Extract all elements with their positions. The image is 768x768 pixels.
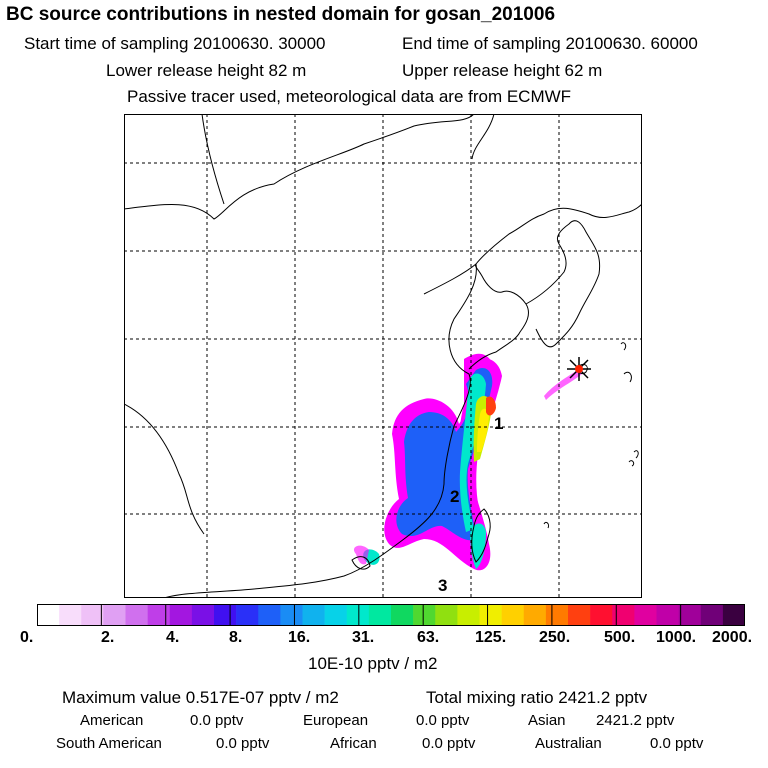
colorbar-tick-label: 63.: [417, 629, 440, 646]
page-title: BC source contributions in nested domain…: [6, 4, 556, 25]
asian-value: 2421.2 pptv: [596, 712, 675, 729]
american-value: 0.0 pptv: [190, 712, 244, 729]
colorbar-swatch: [37, 604, 60, 626]
colorbar-swatch: [435, 604, 458, 626]
colorbar-swatch: [678, 604, 702, 626]
colorbar-tick-label: 125.: [475, 629, 507, 646]
colorbar-swatch: [258, 604, 281, 626]
colorbar-swatch: [391, 604, 414, 626]
european-value: 0.0 pptv: [416, 712, 470, 729]
tracer-note: Passive tracer used, meteorological data…: [127, 87, 572, 106]
colorbar-swatch: [634, 604, 657, 626]
colorbar-swatch: [368, 604, 392, 626]
upper-release-label: Upper release height 62 m: [402, 61, 603, 80]
colorbar-units: 10E-10 pptv / m2: [308, 654, 438, 673]
colorbar-tick-label: 1000.: [656, 629, 697, 646]
colorbar-tick-label: 2000.: [712, 629, 753, 646]
colorbar-border: [37, 604, 745, 626]
star-icon: [567, 357, 591, 381]
colorbar-tick-label: 2.: [101, 629, 115, 646]
colorbar-swatch: [147, 604, 171, 626]
colorbar-swatch: [191, 604, 215, 626]
european-label: European: [303, 712, 369, 729]
footprint-map: 1 2 3: [124, 114, 642, 598]
colorbar-tick-label: 4.: [166, 629, 180, 646]
colorbar-swatch: [590, 604, 613, 626]
asian-label: Asian: [528, 712, 566, 729]
colorbar-tick-label: 0.: [20, 629, 34, 646]
end-time-label: End time of sampling 20100630. 60000: [402, 34, 698, 53]
coastline: [124, 114, 642, 598]
colorbar-swatch: [722, 604, 745, 626]
colorbar-swatch: [236, 604, 259, 626]
color-scale-bar: [37, 604, 745, 626]
colorbar-swatch: [324, 604, 348, 626]
colorbar-tick-label: 250.: [539, 629, 571, 646]
lower-release-label: Lower release height 82 m: [106, 61, 307, 80]
lat-lon-grid: [124, 114, 642, 598]
colorbar-swatch: [523, 604, 547, 626]
colorbar-swatch: [413, 604, 436, 626]
african-label: African: [330, 735, 377, 752]
colorbar-swatch: [479, 604, 502, 626]
colorbar-tick-label: 8.: [229, 629, 243, 646]
colorbar-swatch: [545, 604, 569, 626]
max-value-label: Maximum value 0.517E-07 pptv / m2: [62, 688, 339, 707]
colorbar-swatch: [501, 604, 525, 626]
marker-3-label: 3: [438, 576, 447, 595]
colorbar-tick-label: 500.: [604, 629, 636, 646]
south-american-label: South American: [56, 735, 162, 752]
african-value: 0.0 pptv: [422, 735, 476, 752]
colorbar-swatch: [81, 604, 104, 626]
colorbar-tick-label: 16.: [288, 629, 311, 646]
marker-2-label: 2: [450, 487, 459, 506]
start-time-label: Start time of sampling 20100630. 30000: [24, 34, 326, 53]
marker-1-label: 1: [494, 414, 503, 433]
colorbar-tick-label: 31.: [352, 629, 375, 646]
colorbar-swatch: [346, 604, 370, 626]
colorbar-swatch: [103, 604, 126, 626]
american-label: American: [80, 712, 144, 729]
colorbar-swatch: [169, 604, 193, 626]
colorbar-swatch: [612, 604, 635, 626]
colorbar-swatch: [700, 604, 724, 626]
colorbar-swatch: [302, 604, 325, 626]
colorbar-swatch: [457, 604, 480, 626]
colorbar-swatch: [125, 604, 148, 626]
australian-label: Australian: [535, 735, 602, 752]
south-american-value: 0.0 pptv: [216, 735, 270, 752]
colorbar-swatch: [214, 604, 237, 626]
australian-value: 0.0 pptv: [650, 735, 704, 752]
colorbar-swatch: [656, 604, 679, 626]
colorbar-swatch: [59, 604, 82, 626]
colorbar-swatch: [280, 604, 303, 626]
total-mixing-label: Total mixing ratio 2421.2 pptv: [426, 688, 648, 707]
colorbar-swatch: [568, 604, 591, 626]
